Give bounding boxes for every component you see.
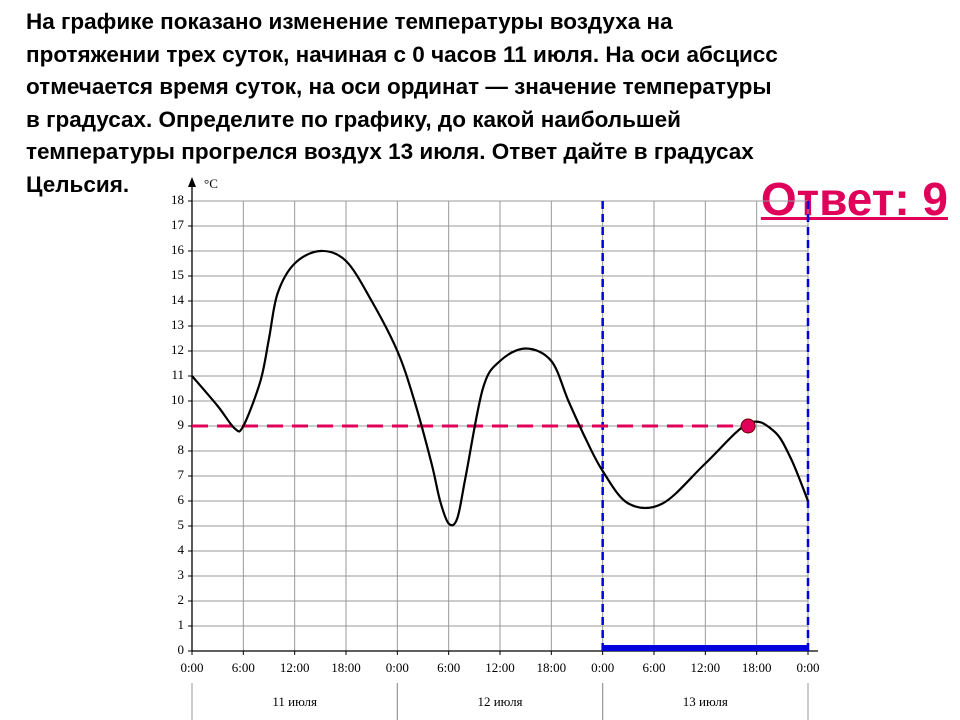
x-tick-label: 12:00	[691, 660, 721, 675]
y-tick-label: 3	[178, 567, 185, 582]
x-tick-label: 0:00	[796, 660, 819, 675]
answer-point	[740, 418, 756, 434]
temperature-line	[191, 249, 810, 527]
x-tick-label: 18:00	[331, 660, 361, 675]
y-tick-label: 2	[178, 592, 185, 607]
x-tick-label: 18:00	[742, 660, 772, 675]
y-tick-label: 12	[171, 342, 184, 357]
question-line: температуры прогрелся воздух 13 июля. От…	[26, 139, 754, 164]
y-tick-label: 0	[178, 642, 185, 657]
y-tick-label: 9	[178, 417, 185, 432]
x-tick-label: 12:00	[485, 660, 515, 675]
question-line: в градусах. Определите по графику, до ка…	[26, 106, 681, 132]
y-tick-label: 18	[171, 192, 184, 207]
y-tick-label: 6	[178, 492, 185, 507]
y-tick-label: 8	[178, 442, 185, 457]
y-tick-label: 13	[171, 317, 184, 332]
y-arrow	[188, 177, 196, 187]
y-tick-label: 14	[171, 292, 185, 307]
x-tick-label: 12:00	[280, 660, 310, 675]
x-tick-label: 6:00	[642, 660, 665, 675]
day-label: 13 июля	[683, 694, 728, 709]
y-tick-label: 5	[178, 517, 185, 532]
y-tick-label: 1	[178, 617, 185, 632]
question: На графике показано изменение температур…	[26, 6, 778, 201]
y-tick-label: 11	[171, 367, 184, 382]
x-tick-label: 0:00	[591, 660, 614, 675]
y-tick-label: 7	[178, 467, 185, 482]
day-label: 11 июля	[272, 694, 317, 709]
question-line: Цельсия.	[26, 171, 130, 197]
x-tick-label: 0:00	[386, 660, 409, 675]
x-tick-label: 18:00	[537, 660, 567, 675]
y-tick-label: 15	[171, 267, 184, 282]
x-tick-label: 6:00	[232, 660, 255, 675]
x-tick-label: 6:00	[437, 660, 460, 675]
x-tick-label: 0:00	[180, 660, 203, 675]
y-unit: °C	[204, 176, 218, 191]
answer: Ответ: 9	[760, 173, 948, 225]
y-tick-label: 17	[171, 217, 185, 232]
day-label: 12 июля	[477, 694, 522, 709]
question-line: отмечается время суток, на оси ординат —…	[26, 74, 772, 99]
y-tick-label: 10	[171, 392, 184, 407]
question-line: протяжении трех суток, начиная с 0 часов…	[26, 41, 778, 67]
question-line: На графике показано изменение температур…	[26, 9, 673, 34]
y-tick-label: 4	[178, 542, 185, 557]
y-tick-label: 16	[171, 242, 185, 257]
